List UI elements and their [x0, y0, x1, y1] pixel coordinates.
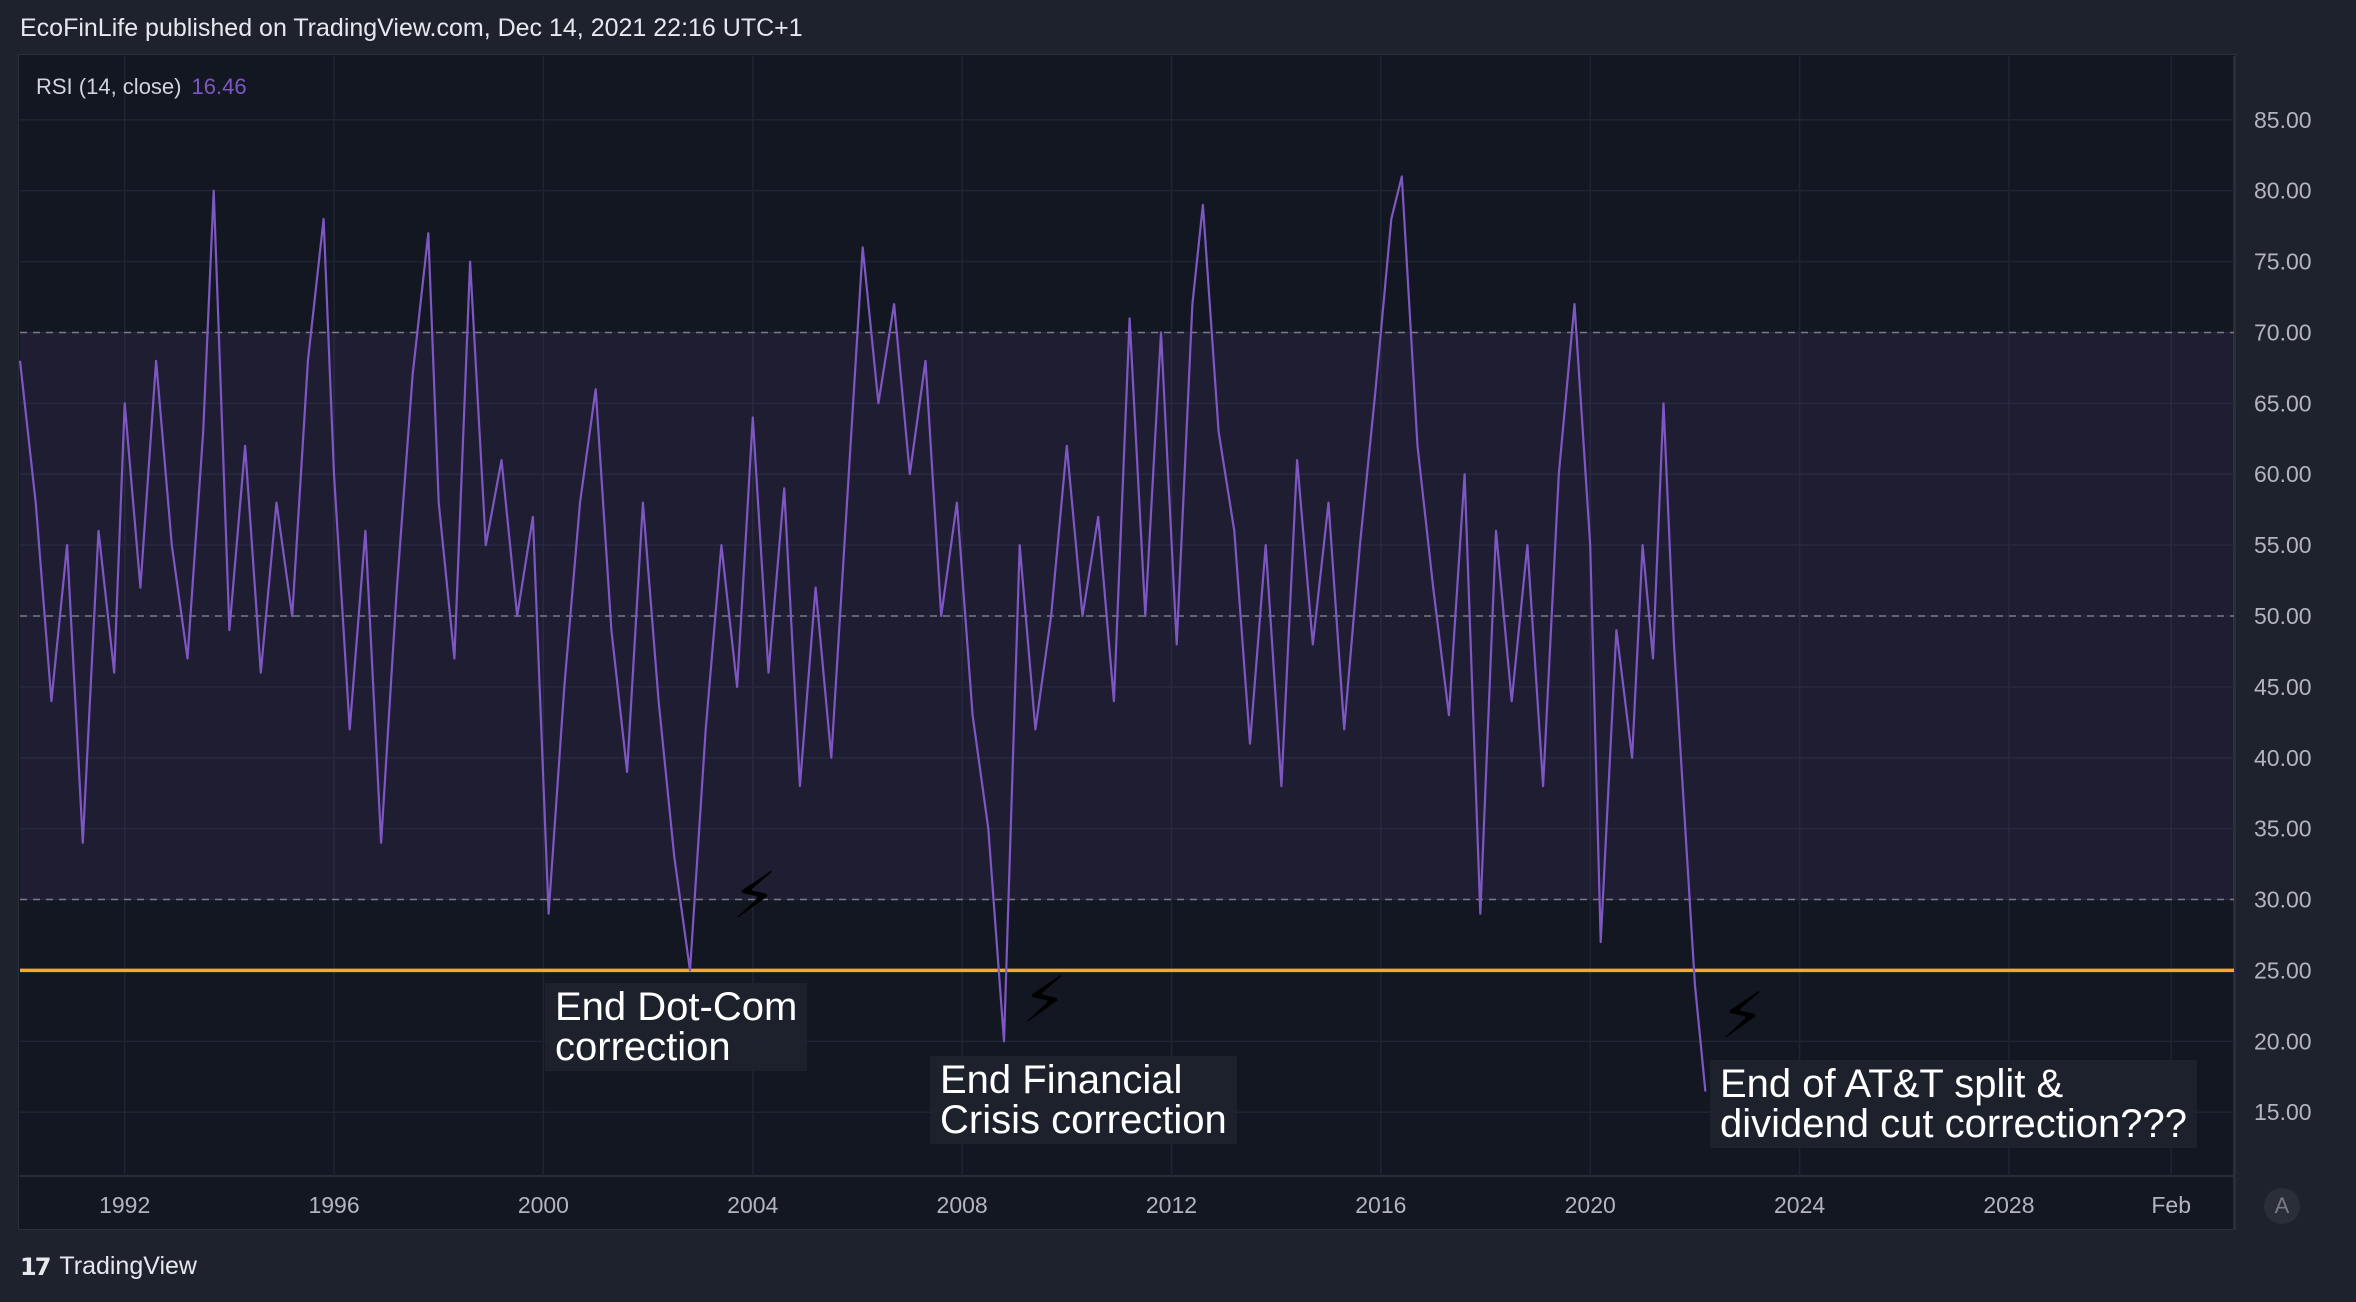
chart-panel[interactable]	[18, 54, 2236, 1230]
indicator-legend[interactable]: RSI (14, close) 16.46	[36, 74, 247, 100]
footer-brand[interactable]: 17 TradingView	[20, 1252, 197, 1281]
brand-name: TradingView	[59, 1252, 197, 1280]
x-tick-label: 2020	[1565, 1192, 1616, 1218]
rsi-series-line	[18, 175, 1707, 1092]
y-tick-label: 45.00	[2254, 674, 2312, 700]
y-tick-label: 25.00	[2254, 957, 2312, 983]
indicator-label: RSI (14, close)	[36, 74, 182, 99]
y-tick-label: 40.00	[2254, 745, 2312, 771]
lightning-icon: ⚡	[1720, 980, 1765, 1052]
y-tick-label: 75.00	[2254, 249, 2312, 275]
y-tick-label: 70.00	[2254, 319, 2312, 345]
auto-scale-button[interactable]: A	[2264, 1188, 2300, 1224]
x-tick-label: 2008	[937, 1192, 988, 1218]
y-tick-label: 80.00	[2254, 178, 2312, 204]
y-tick-label: 35.00	[2254, 816, 2312, 842]
y-tick-label: 20.00	[2254, 1028, 2312, 1054]
x-tick-label: 2024	[1774, 1192, 1825, 1218]
x-tick-label: 2012	[1146, 1192, 1197, 1218]
x-tick-label: Feb	[2151, 1192, 2191, 1218]
annotation-dotcom[interactable]: End Dot-Com correction	[545, 983, 808, 1071]
y-tick-label: 55.00	[2254, 532, 2312, 558]
y-tick-label: 50.00	[2254, 603, 2312, 629]
annotation-att-split[interactable]: End of AT&T split & dividend cut correct…	[1710, 1060, 2197, 1148]
y-tick-label: 30.00	[2254, 887, 2312, 913]
x-tick-label: 1996	[308, 1192, 359, 1218]
lightning-icon: ⚡	[1022, 964, 1067, 1036]
x-tick-label: 1992	[99, 1192, 150, 1218]
x-tick-label: 2028	[1983, 1192, 2034, 1218]
publisher-line: EcoFinLife published on TradingView.com,…	[20, 14, 803, 42]
y-tick-label: 65.00	[2254, 390, 2312, 416]
indicator-value: 16.46	[191, 74, 247, 99]
annotation-financial-crisis[interactable]: End Financial Crisis correction	[930, 1056, 1237, 1144]
x-tick-label: 2016	[1355, 1192, 1406, 1218]
y-tick-label: 85.00	[2254, 107, 2312, 133]
y-tick-label: 15.00	[2254, 1099, 2312, 1125]
x-tick-label: 2004	[727, 1192, 778, 1218]
tradingview-logo-icon: 17	[20, 1252, 51, 1281]
y-tick-label: 60.00	[2254, 461, 2312, 487]
x-tick-label: 2000	[518, 1192, 569, 1218]
lightning-icon: ⚡	[732, 860, 777, 932]
